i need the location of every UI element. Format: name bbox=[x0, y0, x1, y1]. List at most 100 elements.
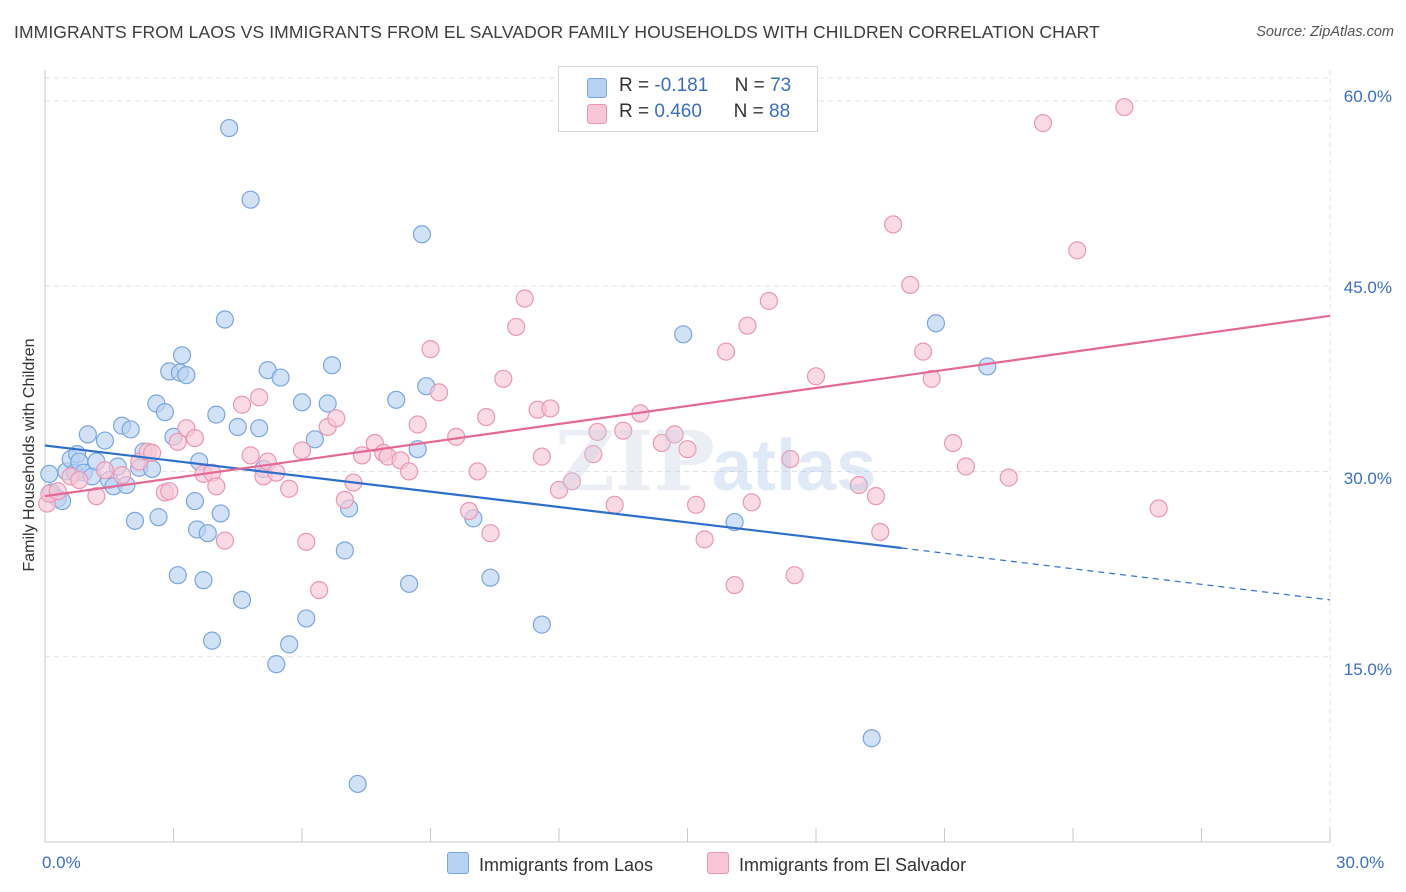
laos-trend-line bbox=[44, 444, 902, 550]
elsalvador-point bbox=[665, 425, 684, 444]
elsalvador-point bbox=[738, 316, 757, 335]
elsalvador-point bbox=[421, 340, 440, 359]
elsalvador-point bbox=[678, 440, 697, 459]
laos-point bbox=[318, 394, 337, 413]
x-tick-label-0: 0.0% bbox=[42, 853, 81, 872]
elsalvador-point bbox=[866, 487, 886, 506]
elsalvador-point bbox=[280, 479, 299, 498]
elsalvador-point bbox=[901, 275, 920, 295]
elsalvador-point bbox=[48, 482, 67, 501]
laos-point bbox=[250, 419, 269, 438]
svg-text:atlas: atlas bbox=[712, 426, 876, 506]
elsalvador-point bbox=[327, 409, 346, 428]
elsalvador-point bbox=[408, 415, 427, 434]
laos-n-value: 73 bbox=[770, 75, 792, 96]
elsalvador-point bbox=[232, 395, 252, 414]
elsalvador-point bbox=[1068, 241, 1087, 260]
laos-point bbox=[241, 190, 260, 209]
correlation-legend: R = -0.181 N = 73 R = 0.460 N = 88 bbox=[558, 66, 818, 132]
laos-point bbox=[322, 356, 342, 375]
elsalvador-point bbox=[695, 530, 714, 549]
elsalvador-point bbox=[250, 388, 269, 407]
y-tick-label-60: 60.0% bbox=[1343, 87, 1392, 106]
elsalvador-trend-line bbox=[44, 314, 1331, 498]
elsalvador-point bbox=[160, 482, 179, 501]
elsalvador-point bbox=[297, 532, 316, 551]
laos-swatch bbox=[587, 78, 607, 98]
laos-point bbox=[292, 393, 312, 412]
elsalvador-point bbox=[584, 445, 603, 464]
laos-point bbox=[399, 574, 419, 593]
bottom-els-swatch bbox=[707, 852, 729, 874]
laos-point bbox=[280, 635, 299, 654]
elsalvador-point bbox=[335, 490, 354, 509]
bottom-legend-laos: Immigrants from Laos bbox=[447, 852, 653, 876]
elsalvador-point bbox=[742, 493, 761, 512]
laos-point bbox=[862, 729, 881, 748]
elsalvador-point bbox=[652, 433, 671, 453]
laos-point bbox=[412, 225, 432, 244]
elsalvador-point bbox=[70, 470, 89, 490]
laos-point bbox=[172, 346, 192, 365]
elsalvador-point bbox=[849, 475, 868, 495]
elsalvador-swatch bbox=[587, 104, 607, 124]
laos-point bbox=[211, 504, 230, 523]
laos-point bbox=[978, 357, 997, 376]
elsalvador-point bbox=[352, 446, 372, 465]
elsalvador-point bbox=[541, 399, 560, 418]
laos-r-value: -0.181 bbox=[654, 75, 709, 96]
elsalvador-point bbox=[922, 369, 941, 388]
laos-point bbox=[177, 365, 196, 385]
elsalvador-point bbox=[241, 446, 260, 465]
laos-point bbox=[297, 609, 316, 628]
laos-point bbox=[674, 325, 693, 344]
elsalvador-point bbox=[1149, 499, 1168, 518]
elsalvador-point bbox=[759, 291, 778, 311]
els-r-value: 0.460 bbox=[654, 101, 702, 122]
y-tick-label-30: 30.0% bbox=[1343, 469, 1392, 488]
laos-point bbox=[40, 464, 59, 484]
trend-lines bbox=[44, 314, 1331, 601]
laos-point bbox=[202, 631, 222, 650]
elsalvador-point bbox=[1115, 97, 1134, 117]
series-elsalvador-points bbox=[38, 97, 1168, 600]
laos-point bbox=[149, 508, 168, 527]
els-n-value: 88 bbox=[769, 101, 791, 122]
elsalvador-point bbox=[507, 317, 526, 337]
laos-point bbox=[926, 314, 946, 333]
elsalvador-point bbox=[215, 531, 234, 550]
source-label: Source: ZipAtlas.com bbox=[1256, 24, 1394, 40]
laos-point bbox=[194, 571, 213, 590]
chart-title: IMMIGRANTS FROM LAOS VS IMMIGRANTS FROM … bbox=[14, 22, 1100, 42]
x-tick-label-30: 30.0% bbox=[1336, 853, 1385, 872]
elsalvador-point bbox=[1033, 114, 1053, 133]
laos-point bbox=[215, 310, 234, 329]
laos-trend-extension bbox=[901, 547, 1331, 601]
y-tick-label-15: 15.0% bbox=[1343, 660, 1392, 679]
elsalvador-point bbox=[429, 383, 449, 402]
laos-point bbox=[387, 390, 406, 409]
elsalvador-point bbox=[883, 215, 903, 234]
laos-point bbox=[78, 425, 97, 444]
elsalvador-point bbox=[686, 495, 706, 514]
els-r-label: R = bbox=[619, 101, 650, 122]
elsalvador-point bbox=[716, 342, 736, 361]
elsalvador-point bbox=[806, 367, 826, 386]
laos-point bbox=[481, 568, 500, 587]
laos-point bbox=[220, 118, 239, 138]
laos-point bbox=[271, 368, 290, 387]
elsalvador-point bbox=[956, 457, 976, 476]
laos-n-label: N = bbox=[734, 75, 765, 96]
laos-point bbox=[335, 541, 354, 560]
bottom-els-label: Immigrants from El Salvador bbox=[739, 855, 967, 875]
laos-r-label: R = bbox=[619, 75, 650, 96]
zipatlas-watermark: ZIP atlas bbox=[555, 414, 876, 510]
laos-point bbox=[267, 655, 286, 674]
elsalvador-point bbox=[292, 441, 312, 460]
elsalvador-point bbox=[871, 522, 890, 542]
laos-point bbox=[125, 511, 145, 530]
laos-point bbox=[232, 590, 252, 610]
elsalvador-point bbox=[781, 449, 800, 469]
bottom-laos-swatch bbox=[447, 852, 469, 874]
laos-point bbox=[348, 774, 367, 794]
